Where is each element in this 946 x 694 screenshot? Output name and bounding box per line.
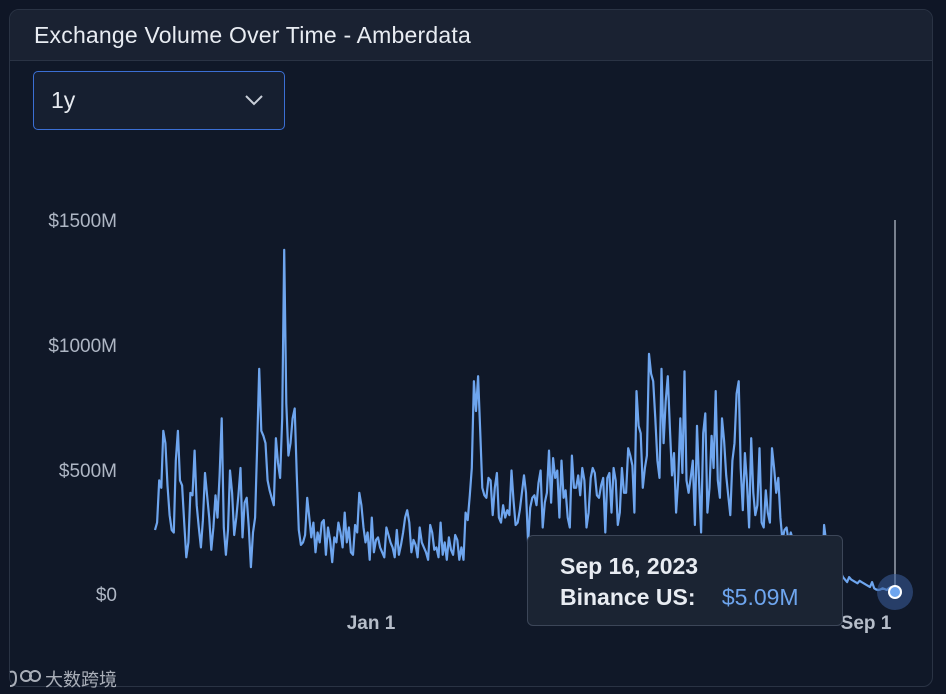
card-header: Exchange Volume Over Time - Amberdata [10,10,932,61]
time-range-value: 1y [51,87,76,113]
tooltip-value: $5.09M [721,584,799,610]
tooltip-row: Binance US: $5.09M [560,584,842,611]
watermark: 大数跨境 [6,666,117,692]
x-tick-label: Sep 1 [841,613,892,634]
chevron-down-icon [245,95,263,106]
time-range-select[interactable]: 1y [33,71,285,130]
y-tick-label: $1500M [48,211,117,232]
hover-point[interactable] [888,585,902,599]
y-tick-label: $0 [96,585,117,606]
y-axis: $1500M $1000M $500M $0 [48,211,117,606]
series-line-binance-us [153,248,896,592]
x-tick-label: Jan 1 [347,613,396,634]
watermark-logo-icon [9,670,41,687]
card-title: Exchange Volume Over Time - Amberdata [34,21,471,48]
y-tick-label: $1000M [48,336,117,357]
watermark-text: 大数跨境 [45,670,117,690]
tooltip-date: Sep 16, 2023 [560,553,699,579]
x-axis: Jan 1 Sep 1 [347,613,892,634]
tooltip-series-name: Binance US: [560,584,696,610]
chart-tooltip: Sep 16, 2023 Binance US: $5.09M [527,535,843,626]
y-tick-label: $500M [59,461,117,482]
